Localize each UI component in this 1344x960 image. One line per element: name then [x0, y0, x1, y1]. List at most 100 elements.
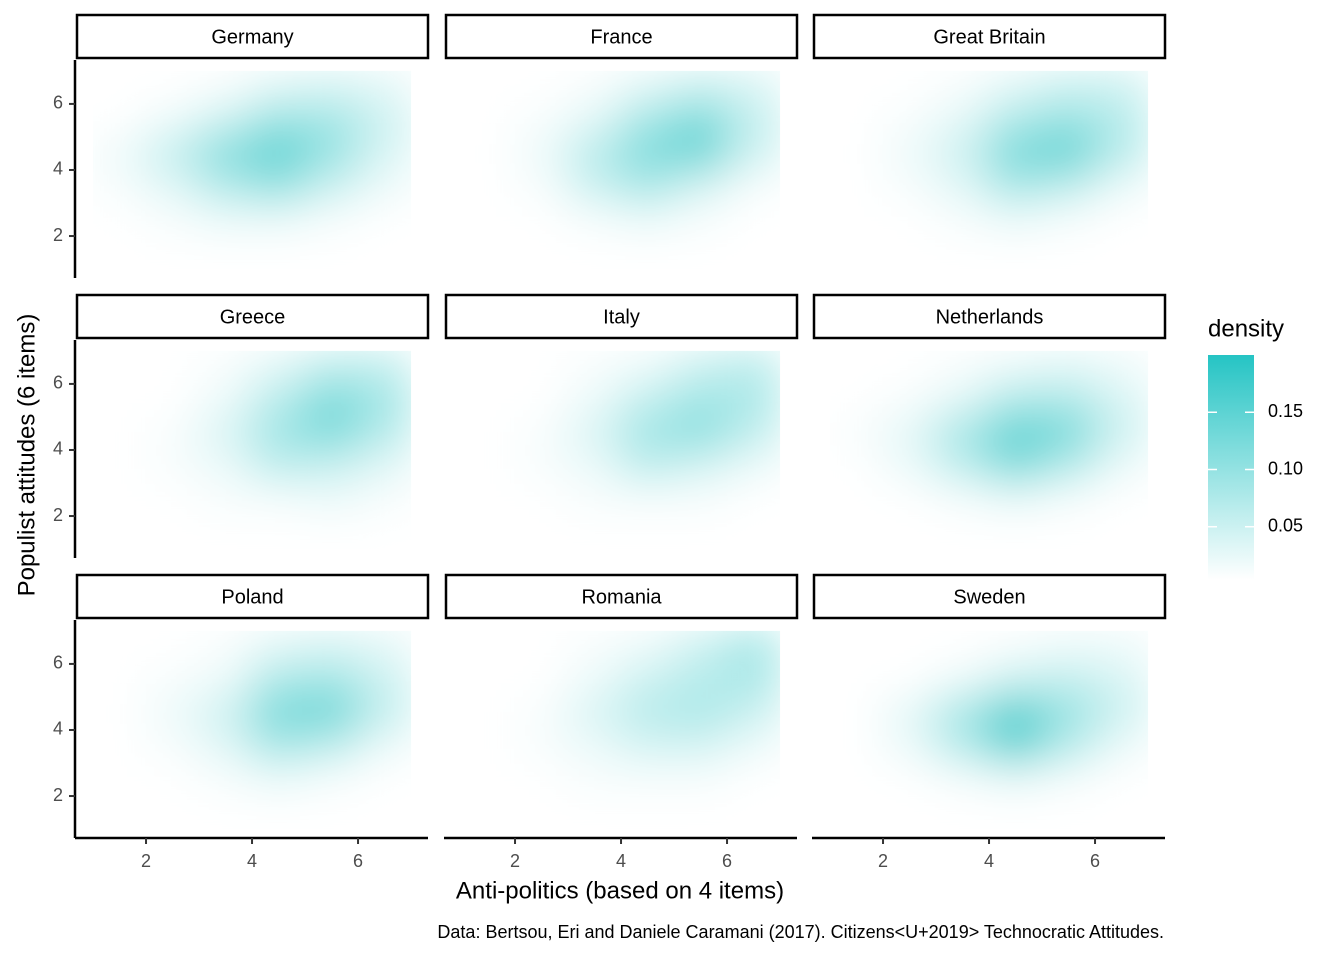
density-raster — [93, 70, 412, 270]
density-cell — [304, 235, 359, 270]
x-tick-label: 4 — [616, 851, 626, 871]
density-cell — [304, 515, 359, 550]
density-cell — [935, 235, 990, 270]
density-cell — [935, 663, 990, 698]
density-cell — [935, 795, 990, 830]
density-cell — [830, 795, 884, 830]
density-cell — [514, 515, 569, 550]
x-tick-label: 2 — [878, 851, 888, 871]
density-cell — [673, 103, 728, 138]
density-cell — [462, 663, 516, 698]
density-cell — [357, 350, 412, 385]
y-tick-label: 6 — [53, 653, 63, 673]
density-clip — [830, 70, 1149, 270]
density-cell — [357, 515, 412, 550]
density-cell — [93, 416, 147, 451]
strip-box — [444, 13, 799, 60]
legend-title: density — [1208, 315, 1284, 342]
density-cell — [93, 663, 147, 698]
density-cell — [462, 762, 516, 797]
density-cell — [673, 70, 728, 105]
density-cell — [1094, 482, 1149, 517]
density-cell — [198, 383, 253, 418]
density-cell — [251, 169, 306, 204]
density-cell — [935, 103, 990, 138]
density-cell — [988, 449, 1043, 484]
density-cell — [514, 202, 569, 237]
density-cell — [93, 449, 147, 484]
density-cell — [145, 136, 200, 171]
density-cell — [882, 416, 937, 451]
density-cell — [882, 729, 937, 764]
density-cell — [304, 482, 359, 517]
density-cell — [357, 103, 412, 138]
density-cell — [251, 449, 306, 484]
density-cell — [567, 663, 622, 698]
density-cell — [567, 235, 622, 270]
density-cell — [1094, 416, 1149, 451]
density-cell — [514, 795, 569, 830]
density-cell — [304, 416, 359, 451]
density-cell — [93, 729, 147, 764]
density-cell — [198, 202, 253, 237]
density-cell — [514, 482, 569, 517]
legend-label: 0.15 — [1268, 401, 1303, 421]
strip-label: Romania — [581, 586, 662, 608]
density-cell — [1041, 383, 1096, 418]
density-cell — [251, 795, 306, 830]
density-clip — [93, 70, 412, 270]
density-cell — [726, 202, 781, 237]
density-cell — [620, 762, 675, 797]
strip-box — [75, 13, 430, 60]
density-raster — [830, 350, 1149, 550]
density-cell — [462, 630, 516, 665]
density-cell — [830, 663, 884, 698]
density-cell — [514, 696, 569, 731]
caption: Data: Bertsou, Eri and Daniele Caramani … — [437, 922, 1164, 942]
density-cell — [830, 350, 884, 385]
density-cell — [830, 729, 884, 764]
density-cell — [935, 202, 990, 237]
density-cell — [251, 350, 306, 385]
density-cell — [145, 515, 200, 550]
density-cell — [567, 630, 622, 665]
density-cell — [620, 449, 675, 484]
density-cell — [988, 416, 1043, 451]
density-cell — [93, 795, 147, 830]
density-cell — [830, 235, 884, 270]
y-tick-label: 2 — [53, 505, 63, 525]
density-cell — [357, 630, 412, 665]
density-raster — [830, 70, 1149, 270]
legend-colorbar — [1208, 355, 1254, 580]
density-cell — [567, 383, 622, 418]
density-cell — [726, 169, 781, 204]
density-cell — [673, 663, 728, 698]
density-cell — [145, 350, 200, 385]
density-cell — [673, 383, 728, 418]
density-cell — [830, 70, 884, 105]
density-cell — [830, 103, 884, 138]
density-cell — [726, 795, 781, 830]
density-cell — [1041, 696, 1096, 731]
density-cell — [198, 630, 253, 665]
density-cell — [882, 449, 937, 484]
density-cell — [882, 795, 937, 830]
strip-label: France — [590, 26, 652, 48]
density-cell — [620, 795, 675, 830]
density-cell — [1041, 449, 1096, 484]
density-cell — [673, 350, 728, 385]
density-cell — [935, 350, 990, 385]
density-cell — [935, 449, 990, 484]
density-cell — [462, 696, 516, 731]
density-cell — [726, 482, 781, 517]
density-cell — [251, 383, 306, 418]
density-cell — [673, 729, 728, 764]
x-tick-label: 6 — [353, 851, 363, 871]
density-cell — [514, 103, 569, 138]
density-cell — [567, 202, 622, 237]
x-tick-label: 6 — [722, 851, 732, 871]
density-cell — [882, 70, 937, 105]
density-cell — [514, 416, 569, 451]
density-cell — [726, 235, 781, 270]
